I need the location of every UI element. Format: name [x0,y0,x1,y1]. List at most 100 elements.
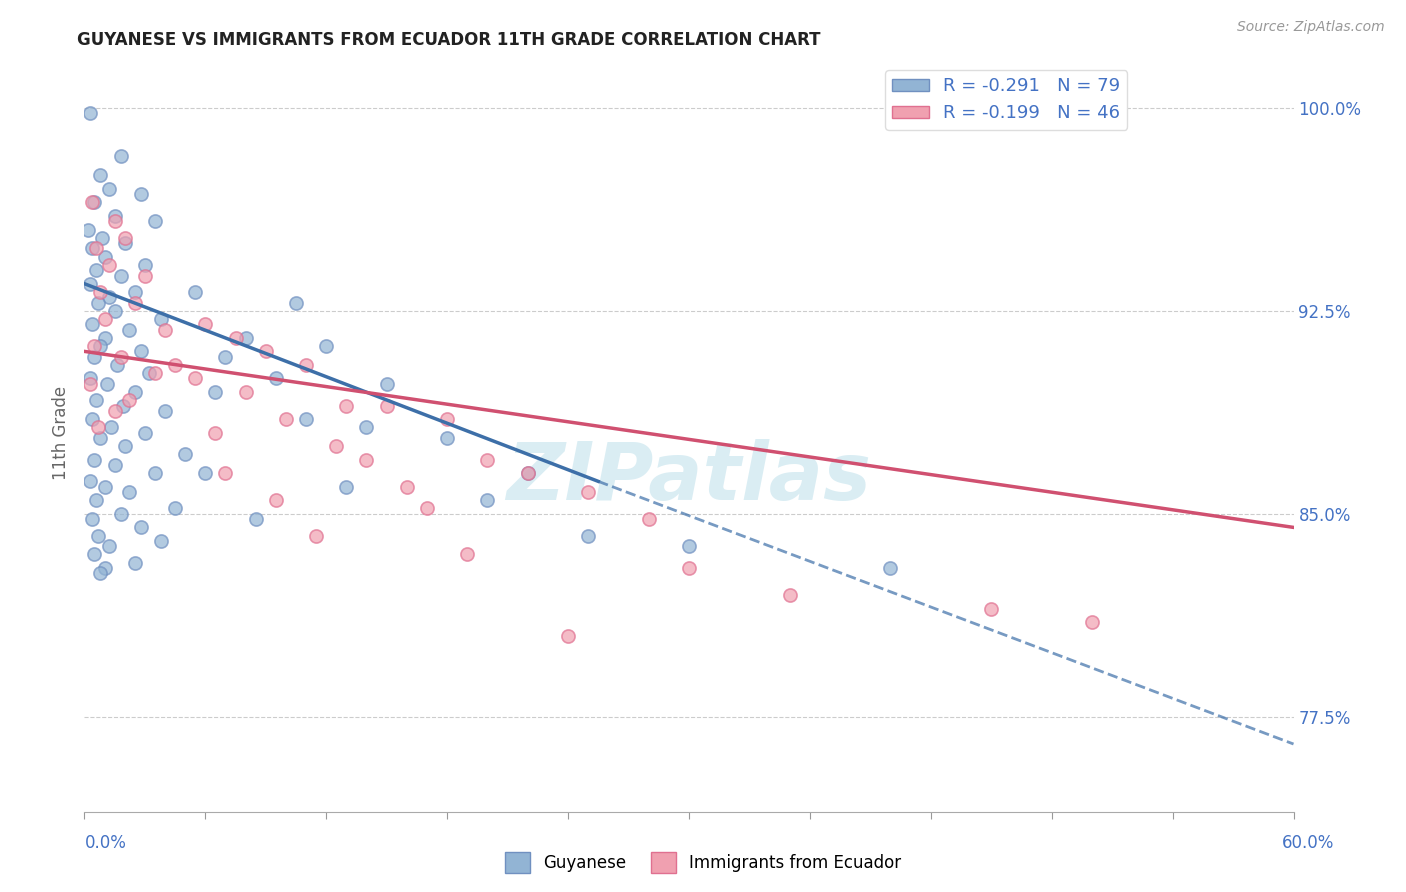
Point [79,371,101,385]
Point [114,230,136,244]
Point [104,209,127,223]
Point [83,339,105,353]
Point [96,376,118,391]
Point [79,475,101,489]
Point [204,384,226,399]
Point [436,431,458,445]
Point [110,350,132,364]
Point [93,561,115,575]
Point [325,439,347,453]
Point [129,187,152,202]
Legend: R = -0.291   N = 79, R = -0.199   N = 46: R = -0.291 N = 79, R = -0.199 N = 46 [886,70,1128,129]
Point [295,358,318,372]
Point [77,222,100,236]
Point [516,467,538,481]
Point [295,412,318,426]
Point [516,467,538,481]
Point [118,485,141,500]
Point [100,420,122,434]
Point [980,601,1002,615]
Point [87,420,110,434]
Point [225,331,247,345]
Point [83,452,105,467]
Point [97,182,120,196]
Point [143,366,166,380]
Point [477,493,499,508]
Point [375,376,398,391]
Point [235,384,257,399]
Point [129,344,152,359]
Point [93,311,115,326]
Point [118,323,141,337]
Point [235,331,257,345]
Point [416,501,439,516]
Point [93,480,115,494]
Point [335,480,357,494]
Point [576,485,599,500]
Point [104,404,127,418]
Point [637,512,659,526]
Point [82,412,104,426]
Point [79,106,101,120]
Point [91,230,114,244]
Point [149,533,172,548]
Point [375,399,398,413]
Point [86,242,108,256]
Point [134,425,156,440]
Point [165,358,187,372]
Point [143,467,166,481]
Point [89,285,111,299]
Point [89,431,111,445]
Point [285,295,308,310]
Point [110,507,132,521]
Text: GUYANESE VS IMMIGRANTS FROM ECUADOR 11TH GRADE CORRELATION CHART: GUYANESE VS IMMIGRANTS FROM ECUADOR 11TH… [77,31,821,49]
Point [86,263,108,277]
Point [335,399,357,413]
Point [214,350,236,364]
Point [93,250,115,264]
Point [124,295,146,310]
Point [86,493,108,508]
Point [124,556,146,570]
Point [356,420,378,434]
Point [879,561,901,575]
Point [86,393,108,408]
Point [124,285,146,299]
Point [305,528,328,542]
Point [165,501,187,516]
Point [1081,615,1104,630]
Point [194,318,217,332]
Point [83,350,105,364]
Point [779,588,801,602]
Point [87,295,110,310]
Point [356,452,378,467]
Point [678,561,700,575]
Point [184,285,207,299]
Point [110,149,132,163]
Point [87,528,110,542]
Point [678,539,700,553]
Point [82,195,104,210]
Point [129,520,152,534]
Point [436,412,458,426]
Point [104,214,127,228]
Legend: Guyanese, Immigrants from Ecuador: Guyanese, Immigrants from Ecuador [498,846,908,880]
Point [264,371,287,385]
Text: 60.0%: 60.0% [1281,834,1334,852]
Point [82,242,104,256]
Point [97,258,120,272]
Point [153,323,176,337]
Point [138,366,160,380]
Point [274,412,297,426]
Point [111,399,134,413]
Point [104,458,127,472]
Y-axis label: 11th Grade: 11th Grade [52,385,70,480]
Point [89,566,111,581]
Point [153,404,176,418]
Point [114,439,136,453]
Point [395,480,418,494]
Point [97,539,120,553]
Point [576,528,599,542]
Point [110,268,132,283]
Point [97,290,120,304]
